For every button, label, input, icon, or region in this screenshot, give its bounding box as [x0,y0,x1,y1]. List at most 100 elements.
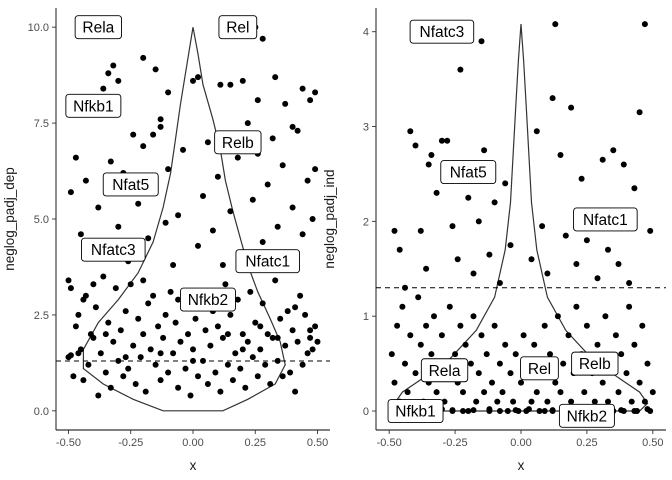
data-point [257,323,264,330]
data-point [269,135,276,142]
data-point [264,181,271,188]
y-tick-label: 7.5 [34,118,49,130]
data-point [446,303,453,310]
data-point [227,208,234,215]
data-point [568,104,575,111]
data-point [644,360,651,367]
data-point [234,154,241,161]
data-point [407,128,414,135]
data-point [130,131,137,138]
gene-label-text: Nfat5 [450,165,487,182]
data-point [299,85,306,92]
data-point [207,342,214,349]
data-point [473,398,480,405]
data-point [95,392,102,399]
data-point [639,322,646,329]
data-point [247,288,254,295]
data-point [631,408,638,414]
data-point [195,242,201,249]
data-point [274,334,281,341]
data-point [486,406,493,413]
data-point [304,177,311,184]
data-point [160,334,167,341]
data-point [140,54,147,61]
data-point [147,346,154,353]
gene-label-text: Nfkb1 [395,404,436,421]
data-point [573,303,580,310]
data-point [557,389,564,396]
gene-label-box [420,358,469,383]
y-tick-label: 3 [363,122,369,134]
gene-label: Rel [520,356,559,381]
data-point [394,322,401,329]
data-point [117,327,124,334]
data-point [562,232,569,239]
data-point [594,275,601,282]
data-point [423,265,430,272]
data-point [152,66,159,73]
data-point [599,156,606,163]
data-point [578,175,585,182]
data-point [287,369,294,376]
data-point [150,292,157,299]
data-point [292,304,299,311]
data-point [605,246,611,253]
data-point [135,315,142,322]
data-point [272,74,279,81]
data-point [157,123,164,130]
data-point [615,261,622,267]
data-point [636,109,643,116]
data-point [605,398,611,405]
gene-label: Rel [218,15,258,40]
data-point [299,231,306,238]
data-point [465,408,472,414]
data-point [242,384,249,391]
data-point [259,239,266,245]
gene-label-text: Rela [82,20,114,37]
data-point [105,319,112,326]
data-point [257,346,264,353]
data-point [180,146,186,153]
data-point [172,319,179,326]
data-point [110,338,117,345]
x-tick-label: -0.50 [56,437,81,449]
gene-label: Relb [214,130,262,155]
data-point [282,100,289,107]
y-tick-label: 10.0 [28,22,49,34]
data-point [554,313,561,320]
data-point [95,204,102,211]
data-point [227,311,234,318]
gene-label: Nfatc3 [81,237,146,262]
data-point [137,354,144,361]
data-point [152,361,159,368]
gene-label-box [179,287,236,312]
gene-label: Rela [74,15,122,40]
data-point [272,277,279,284]
gene-label-box [558,403,615,428]
data-point [544,398,551,405]
data-point [264,331,271,338]
data-point [552,379,559,386]
data-point [274,357,281,364]
data-point [282,342,289,349]
data-point [234,296,241,303]
data-point [478,38,485,45]
data-point [549,95,556,102]
x-tick-label: -0.25 [118,437,143,449]
data-point [444,137,451,144]
data-point [224,331,231,338]
data-point [496,360,503,367]
data-point [465,194,472,201]
data-point [107,384,114,391]
gene-label: Nfkb1 [65,93,122,118]
gene-label: Nfat5 [102,172,159,197]
gene-label-text: Nfatc3 [420,24,465,41]
data-point [307,334,314,341]
data-point [267,381,274,387]
data-point [294,127,301,134]
data-point [142,388,149,395]
gene-label-box [218,15,258,40]
data-point [112,285,119,292]
data-point [407,332,414,339]
data-point [227,81,234,88]
